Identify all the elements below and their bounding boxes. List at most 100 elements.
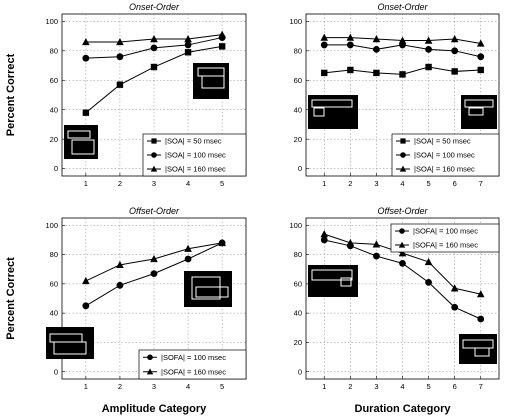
y-tick-label: 40 — [50, 105, 58, 114]
schematic-tone-box — [53, 341, 87, 355]
data-point — [373, 69, 380, 77]
legend: |SOFA| = 100 msec |SOFA| = 160 msec — [390, 223, 500, 253]
data-point — [398, 249, 407, 257]
x-tick-label: 5 — [426, 382, 430, 391]
data-point — [399, 71, 406, 78]
stimulus-schematic-icon — [46, 327, 94, 359]
data-point — [398, 36, 407, 44]
legend-marker — [150, 165, 158, 172]
y-tick-label: 100 — [45, 221, 58, 230]
schematic-tone-box — [313, 107, 325, 117]
data-point — [347, 66, 354, 74]
schematic-tone-box — [474, 347, 490, 357]
data-point — [150, 63, 158, 71]
stimulus-schematic-icon — [308, 265, 358, 297]
x-tick-label: 1 — [84, 382, 88, 391]
data-point — [82, 302, 90, 310]
data-point — [82, 276, 90, 285]
y-tick-label: 80 — [50, 250, 58, 259]
legend-label: |SOA| = 50 msec — [414, 137, 471, 146]
x-tick-label: 3 — [374, 179, 378, 188]
data-point — [184, 255, 192, 263]
data-point — [424, 36, 433, 44]
x-tick-label: 6 — [453, 382, 457, 391]
series-circle — [82, 34, 226, 62]
legend-marker — [400, 152, 406, 158]
y-tick-label: 0 — [54, 164, 58, 173]
series-triangle — [320, 33, 485, 47]
y-tick-label: 60 — [294, 279, 302, 288]
legend-label: |SOFA| = 100 msec — [413, 227, 478, 236]
panel-title: Offset-Order — [129, 206, 180, 216]
data-point — [320, 236, 328, 244]
schematic-tone-box — [311, 269, 353, 281]
data-point — [476, 290, 485, 298]
y-tick-label: 60 — [50, 279, 58, 288]
legend-marker — [399, 165, 407, 172]
schematic-tone-box — [468, 107, 484, 116]
y-tick-label: 80 — [294, 250, 302, 259]
data-point — [218, 238, 226, 247]
stimulus-schematic-icon — [308, 95, 358, 129]
legend-marker — [399, 228, 405, 234]
legend-label: |SOFA| = 160 msec — [413, 241, 478, 250]
legend-box — [138, 349, 247, 380]
data-point — [477, 53, 485, 61]
x-axis-label: Duration Category — [355, 403, 452, 415]
x-tick-label: 6 — [453, 179, 457, 188]
series-circle — [320, 41, 485, 61]
schematic-tone-box — [67, 130, 91, 139]
data-point — [477, 315, 485, 323]
schematic-background — [459, 334, 497, 364]
data-point — [116, 37, 124, 46]
legend-marker — [151, 152, 157, 158]
y-axis-label: Percent Correct — [5, 257, 17, 340]
series-circle — [82, 239, 226, 310]
data-point — [82, 37, 90, 46]
data-point — [373, 45, 380, 53]
data-point — [184, 35, 192, 43]
legend-label: |SOA| = 100 msec — [414, 151, 475, 160]
schematic-tone-box — [71, 139, 95, 155]
legend-label: |SOA| = 160 msec — [165, 165, 226, 174]
data-point — [451, 68, 458, 75]
y-tick-label: 20 — [50, 135, 58, 144]
data-point — [320, 41, 328, 49]
data-point — [451, 303, 459, 311]
schematic-tone-box — [195, 286, 229, 298]
x-tick-label: 4 — [400, 382, 404, 391]
y-tick-label: 60 — [294, 76, 302, 85]
data-point — [425, 63, 432, 71]
stimulus-schematic-icon — [459, 334, 497, 364]
schematic-tone-box — [464, 99, 494, 108]
x-tick-label: 4 — [186, 382, 190, 391]
data-point — [346, 41, 354, 49]
x-tick-label: 2 — [118, 179, 122, 188]
stimulus-schematic-icon — [64, 125, 98, 159]
schematic-tone-box — [311, 99, 353, 108]
data-point — [218, 30, 226, 38]
schematic-background — [193, 63, 229, 99]
legend-label: |SOFA| = 160 msec — [161, 367, 226, 376]
legend: |SOFA| = 100 msec |SOFA| = 160 msec — [138, 349, 247, 380]
x-tick-label: 3 — [374, 382, 378, 391]
x-tick-label: 2 — [348, 179, 352, 188]
data-point — [425, 279, 432, 286]
data-point — [116, 260, 124, 269]
stimulus-schematic-icon — [461, 95, 497, 129]
x-tick-label: 4 — [400, 179, 404, 188]
x-tick-label: 3 — [152, 382, 156, 391]
legend-marker — [146, 368, 154, 375]
data-point — [116, 53, 124, 61]
y-tick-label: 80 — [294, 46, 302, 55]
legend-marker — [398, 241, 406, 248]
data-point — [450, 35, 459, 43]
x-tick-label: 2 — [348, 382, 352, 391]
series-triangle — [320, 230, 485, 298]
data-point — [477, 66, 484, 74]
legend-marker — [400, 138, 406, 144]
data-point — [184, 244, 192, 252]
x-tick-label: 5 — [426, 179, 430, 188]
schematic-background — [308, 95, 358, 129]
